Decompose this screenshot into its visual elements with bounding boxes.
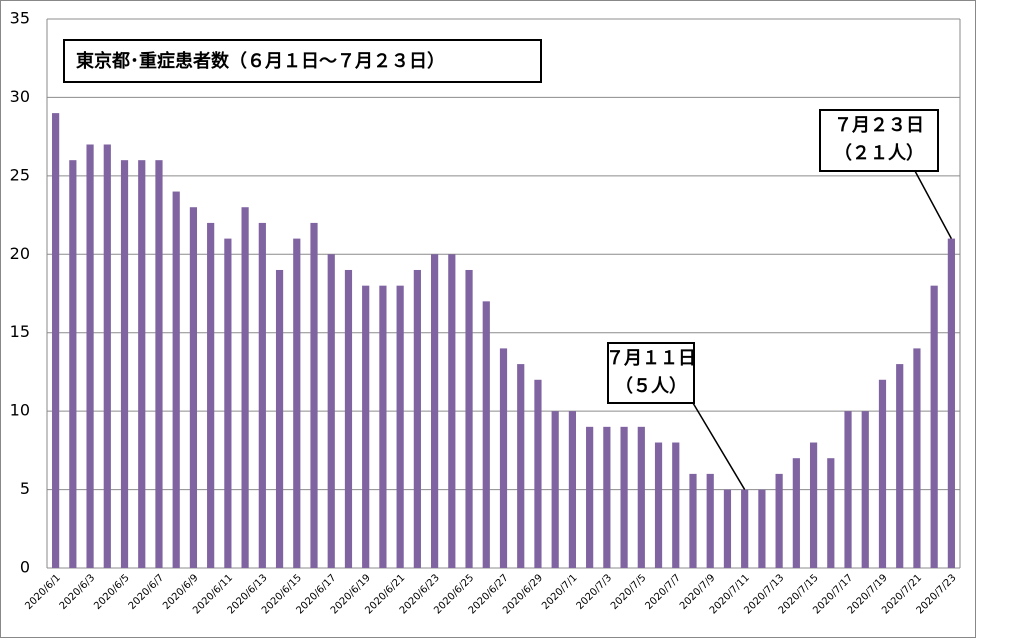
title-box <box>63 39 542 83</box>
bar <box>792 458 800 568</box>
y-tick-label: 20 <box>10 244 30 263</box>
bar <box>706 473 714 568</box>
y-tick-label: 30 <box>10 87 30 106</box>
bar <box>155 160 163 568</box>
bar <box>844 411 852 568</box>
bar <box>327 254 335 569</box>
bar <box>224 238 232 568</box>
bar <box>52 113 60 568</box>
bar <box>637 426 645 568</box>
y-tick-label: 25 <box>10 165 30 184</box>
bar <box>430 254 439 569</box>
callout-line <box>692 402 746 490</box>
bar <box>689 473 697 568</box>
bar <box>878 379 887 568</box>
annotation-box <box>819 109 939 172</box>
bar <box>741 489 749 568</box>
y-tick-label: 5 <box>20 479 30 498</box>
bar <box>362 285 370 568</box>
y-tick-label: 0 <box>20 558 30 577</box>
annotation-text: （２１人） <box>834 143 924 164</box>
bar <box>310 222 318 568</box>
bar <box>930 285 938 568</box>
bar <box>379 285 387 568</box>
annotation-text: ７月１１日 <box>606 348 696 369</box>
bar <box>775 473 783 568</box>
bar <box>69 160 77 568</box>
bar <box>568 411 577 568</box>
annotation-box <box>607 342 695 404</box>
bar <box>654 442 663 568</box>
bar <box>603 426 611 568</box>
bar <box>896 364 904 568</box>
bar <box>620 426 628 568</box>
y-tick-label: 15 <box>10 322 30 341</box>
bar <box>482 301 490 568</box>
y-tick-label: 10 <box>10 401 30 420</box>
bar <box>258 222 266 568</box>
bar <box>138 160 146 568</box>
bar <box>827 458 835 568</box>
callout-line <box>914 170 953 239</box>
bar <box>913 348 921 568</box>
chart-title: 東京都･重症患者数（６月１日～７月２３日） <box>76 50 445 72</box>
bar <box>809 442 818 568</box>
bar <box>293 238 301 568</box>
bar <box>551 411 559 568</box>
bar <box>344 269 353 568</box>
bar <box>103 144 111 568</box>
bar <box>86 144 94 568</box>
annotation-text: （５人） <box>615 376 687 397</box>
bar <box>189 207 198 568</box>
bar <box>207 222 215 568</box>
bar <box>534 379 542 568</box>
bar <box>861 411 869 568</box>
bar <box>672 442 680 568</box>
bar <box>758 489 766 568</box>
bar <box>275 269 284 568</box>
bar <box>465 269 473 568</box>
bar <box>241 207 249 568</box>
bar <box>947 238 955 568</box>
bar <box>413 269 421 568</box>
y-tick-label: 35 <box>10 9 30 28</box>
bar <box>586 426 594 568</box>
bar <box>448 254 456 569</box>
bar <box>723 489 732 568</box>
bar <box>517 364 525 568</box>
annotation-text: ７月２３日 <box>834 115 924 136</box>
bar <box>499 348 508 568</box>
bar <box>396 285 404 568</box>
bar <box>172 191 180 569</box>
bar <box>120 160 129 568</box>
